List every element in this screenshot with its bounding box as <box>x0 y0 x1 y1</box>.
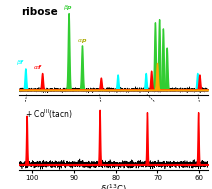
Text: $\beta$f: $\beta$f <box>16 58 25 67</box>
Text: $\beta$p: $\beta$p <box>63 3 74 12</box>
Text: $\alpha$p: $\alpha$p <box>77 36 87 45</box>
Text: $\alpha$f: $\alpha$f <box>33 64 42 71</box>
Text: + Co$^{\mathsf{III}}$(tacn): + Co$^{\mathsf{III}}$(tacn) <box>25 108 73 121</box>
X-axis label: $\delta$($^{13}$C): $\delta$($^{13}$C) <box>100 182 127 189</box>
Text: ribose: ribose <box>21 6 58 16</box>
